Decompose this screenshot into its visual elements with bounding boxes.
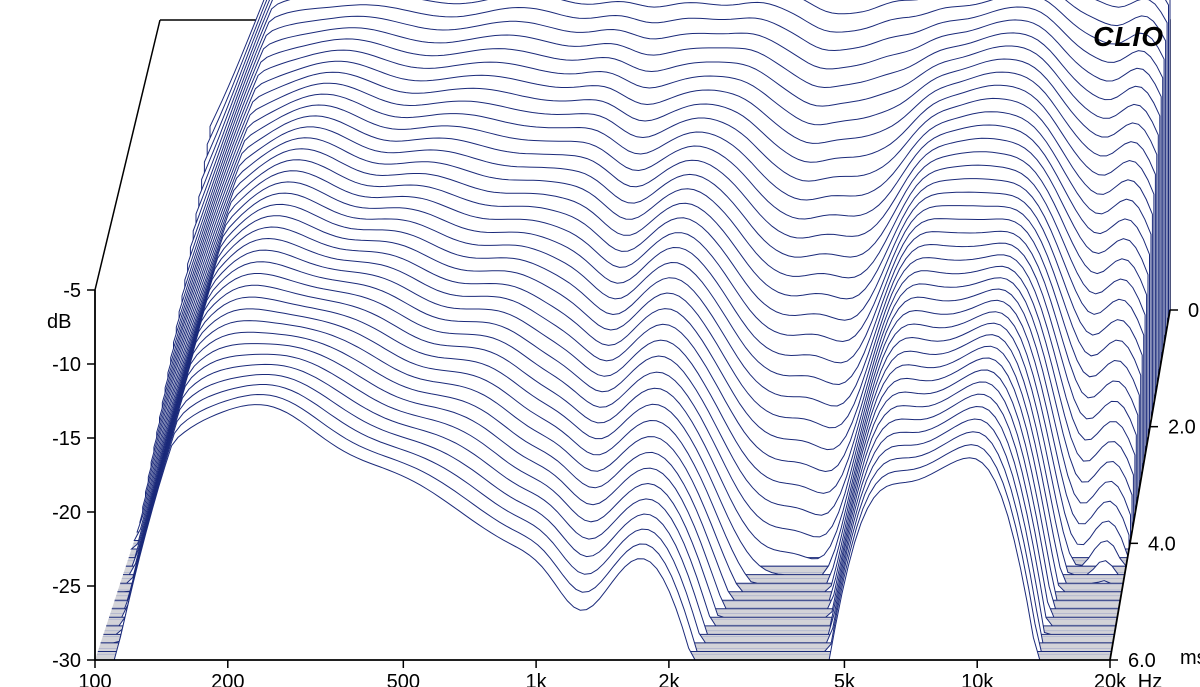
x-tick-label: 500 bbox=[387, 671, 420, 687]
waterfall-surface bbox=[95, 0, 1170, 660]
z-tick-label: -25 bbox=[52, 576, 81, 598]
x-tick-label: 200 bbox=[211, 671, 244, 687]
x-tick-label: 2k bbox=[658, 671, 680, 687]
y-tick-label: 4.0 bbox=[1148, 533, 1176, 555]
x-tick-label: 10k bbox=[961, 671, 994, 687]
z-tick-label: -30 bbox=[52, 650, 81, 672]
y-tick-label: 0.0 bbox=[1188, 300, 1200, 322]
z-tick-label: -15 bbox=[52, 428, 81, 450]
y-tick-label: 6.0 bbox=[1128, 650, 1156, 672]
x-axis-unit: Hz bbox=[1138, 671, 1162, 687]
z-tick-label: -10 bbox=[52, 354, 81, 376]
z-tick-label: -5 bbox=[63, 280, 81, 302]
y-tick-label: 2.0 bbox=[1168, 417, 1196, 439]
waterfall-plot: 100 200 500 1k 2k 5k 10k 20k Hz 0.0 2.0 4.0 6.0 ms -5 -… bbox=[0, 0, 1200, 687]
x-tick-label: 100 bbox=[78, 671, 111, 687]
brand-label: CLIO bbox=[1093, 21, 1164, 52]
z-axis-unit: dB bbox=[47, 311, 71, 333]
x-tick-label: 5k bbox=[834, 671, 856, 687]
y-axis-unit: ms bbox=[1180, 647, 1200, 669]
x-tick-label: 20k bbox=[1094, 671, 1127, 687]
z-tick-label: -20 bbox=[52, 502, 81, 524]
x-tick-label: 1k bbox=[526, 671, 548, 687]
